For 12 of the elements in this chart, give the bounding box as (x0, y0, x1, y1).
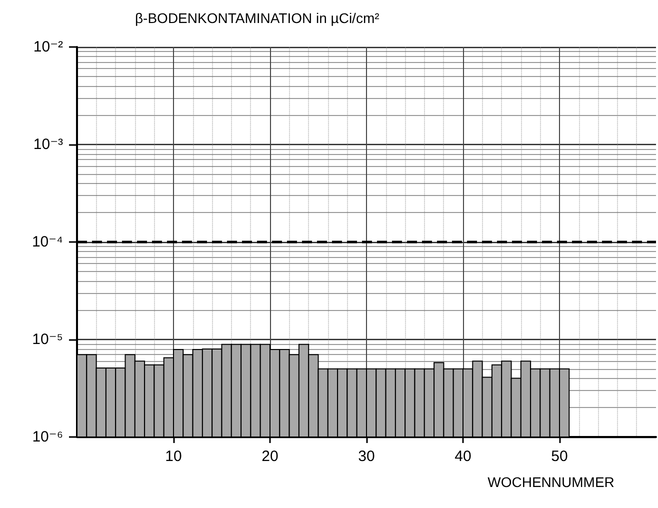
x-tick-label: 50 (551, 448, 568, 465)
y-tick-label: 10⁻² (33, 38, 63, 56)
chart-title: β-BODENKONTAMINATION in µCi/cm² (135, 10, 380, 26)
x-tick-label: 20 (262, 448, 278, 465)
y-tick-label: 10⁻⁶ (32, 428, 63, 446)
x-tick-label: 10 (165, 448, 182, 465)
y-tick-label: 10⁻⁴ (32, 234, 63, 250)
y-tick-label: 10⁻³ (33, 136, 63, 153)
x-tick-label: 40 (454, 448, 472, 465)
x-tick-label: 30 (358, 448, 375, 465)
x-axis-title: WOCHENNUMMER (488, 474, 614, 490)
y-tick-label: 10⁻⁵ (32, 331, 63, 348)
